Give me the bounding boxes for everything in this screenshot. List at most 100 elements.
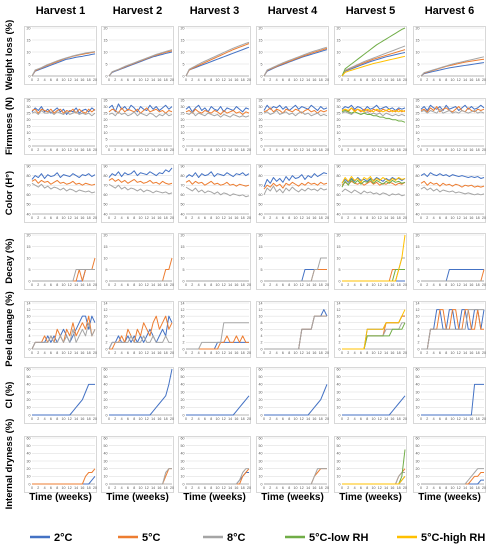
x-tick-label: 8 [133, 486, 135, 490]
panel-frame [334, 436, 407, 493]
x-tick-label: 0 [341, 283, 343, 287]
x-tick-label: 8 [366, 417, 368, 421]
legend-label: 8°C [227, 532, 246, 544]
x-tick-label: 6 [204, 148, 206, 152]
series-line-5-c [31, 315, 96, 350]
x-tick-label: 12 [68, 486, 72, 490]
y-tick-label: 5 [339, 268, 341, 272]
y-tick-label: 10 [259, 406, 263, 410]
x-tick-label: 0 [263, 351, 265, 355]
legend-item-8-c: 8°C [203, 532, 246, 544]
x-tick-label: 18 [319, 283, 323, 287]
x-tick-label: 6 [127, 216, 129, 220]
y-tick-label: 35 [181, 98, 185, 102]
x-tick-label: 4 [44, 216, 46, 220]
x-tick-label: 6 [360, 283, 362, 287]
y-tick-label: 10 [27, 50, 31, 54]
x-tick-label: 16 [80, 417, 84, 421]
series-line-2-c [341, 104, 406, 112]
y-tick-label: 50 [181, 444, 185, 448]
x-tick-label: 12 [378, 148, 382, 152]
y-tick-label: 10 [27, 131, 31, 135]
y-tick-label: 10 [416, 50, 420, 54]
y-tick-label: 0 [418, 482, 420, 486]
y-tick-label: 40 [416, 383, 420, 387]
x-tick-label: 18 [241, 78, 245, 82]
series-line-8-c [341, 188, 406, 197]
x-tick-label: 6 [127, 417, 129, 421]
y-tick-label: 12 [259, 308, 263, 312]
y-tick-label: 0 [339, 413, 341, 417]
x-tick-label: 8 [366, 486, 368, 490]
series-line-5-c [421, 269, 485, 282]
x-tick-label: 16 [469, 283, 473, 287]
x-tick-label: 2 [269, 283, 271, 287]
legend-label: 2°C [54, 532, 73, 544]
series-line-8-c [108, 183, 173, 195]
x-tick-label: 2 [347, 148, 349, 152]
x-tick-label: 20 [247, 283, 251, 287]
series-line-2-c [108, 103, 173, 113]
y-tick-label: 60 [337, 436, 341, 440]
x-tick-label: 2 [37, 283, 39, 287]
x-tick-label: 8 [366, 148, 368, 152]
x-tick-label: 4 [276, 78, 278, 82]
x-tick-label: 8 [288, 417, 290, 421]
panel-frame [334, 26, 407, 85]
y-tick-label: 6 [106, 328, 108, 332]
row-label-internal-dryness: Internal dryness (%) [4, 419, 15, 510]
x-tick-label: 6 [360, 351, 362, 355]
legend-item-5-c-high-rh: 5°C-high RH [397, 532, 485, 544]
y-tick-label: 0 [29, 279, 31, 283]
x-tick-label: 12 [300, 216, 304, 220]
x-tick-label: 8 [133, 148, 135, 152]
x-tick-label: 6 [439, 351, 441, 355]
y-tick-label: 35 [337, 98, 341, 102]
x-tick-label: 10 [216, 417, 220, 421]
x-tick-label: 8 [366, 78, 368, 82]
y-tick-label: 20 [104, 233, 108, 237]
y-tick-label: 15 [259, 125, 263, 129]
panel-frame [413, 301, 486, 358]
y-tick-label: 40 [104, 452, 108, 456]
y-tick-label: 10 [104, 50, 108, 54]
x-tick-label: 4 [121, 486, 123, 490]
x-tick-label: 10 [372, 216, 376, 220]
x-tick-label: 18 [397, 283, 401, 287]
y-tick-label: 10 [181, 256, 185, 260]
y-tick-label: 10 [181, 131, 185, 135]
x-tick-label: 2 [426, 148, 428, 152]
x-tick-label: 12 [145, 351, 149, 355]
x-axis-labels: Time (weeks) Time (weeks) Time (weeks) Time… [29, 492, 481, 503]
x-tick-label: 0 [31, 417, 33, 421]
x-tick-label: 16 [390, 351, 394, 355]
x-tick-label: 14 [384, 78, 388, 82]
y-tick-label: 5 [339, 138, 341, 142]
y-tick-label: 60 [259, 193, 263, 197]
x-tick-label: 20 [93, 351, 97, 355]
y-tick-label: 25 [416, 111, 420, 115]
x-tick-label: 8 [288, 486, 290, 490]
x-tick-label: 16 [390, 216, 394, 220]
x-axis-title: Time (weeks) [183, 492, 246, 503]
row-label-ci: CI (%) [4, 382, 15, 409]
panel-frame [178, 233, 251, 290]
x-tick-label: 4 [198, 148, 200, 152]
x-tick-label: 6 [282, 78, 284, 82]
x-tick-label: 20 [93, 78, 97, 82]
x-tick-label: 20 [403, 283, 407, 287]
y-tick-label: 10 [27, 256, 31, 260]
column-header-6: Harvest 6 [425, 5, 475, 17]
x-tick-label: 18 [241, 351, 245, 355]
y-tick-label: 20 [337, 26, 341, 30]
series-line-2-c [263, 49, 328, 77]
y-tick-label: 0 [339, 482, 341, 486]
y-tick-label: 20 [416, 118, 420, 122]
x-tick-label: 10 [372, 351, 376, 355]
y-tick-label: 90 [104, 164, 108, 168]
